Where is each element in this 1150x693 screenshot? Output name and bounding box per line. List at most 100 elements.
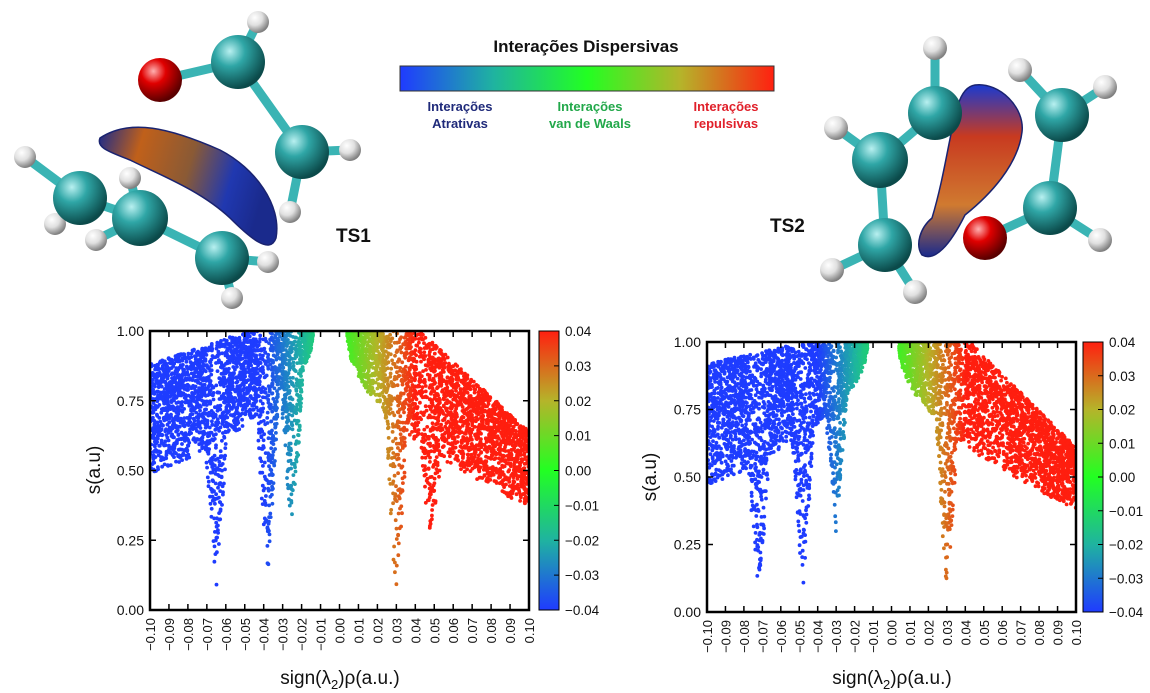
data-point (431, 444, 436, 448)
data-point (393, 518, 398, 523)
data-point (507, 413, 512, 418)
data-point (205, 347, 210, 352)
data-point (155, 420, 160, 425)
data-point (258, 399, 263, 403)
data-point (393, 570, 397, 575)
data-point (365, 373, 369, 377)
data-point (387, 393, 392, 398)
data-point (400, 489, 405, 493)
data-point (186, 452, 191, 457)
data-point (220, 484, 225, 489)
data-point (386, 382, 390, 387)
data-point (275, 382, 280, 387)
data-point (429, 475, 434, 479)
data-point (261, 419, 266, 423)
data-point (394, 441, 399, 446)
data-point (168, 414, 173, 419)
data-point (226, 393, 231, 397)
data-point (398, 506, 402, 511)
data-point (509, 495, 513, 499)
data-point (291, 473, 296, 477)
data-point (165, 397, 170, 402)
hydrogen-atom (44, 213, 66, 235)
data-point (161, 376, 166, 380)
data-point (241, 396, 245, 400)
data-point (283, 430, 288, 435)
data-point (209, 409, 214, 413)
data-point (390, 456, 394, 460)
data-point (214, 346, 219, 351)
data-point (151, 387, 156, 392)
data-point (514, 492, 519, 497)
data-point (402, 458, 407, 463)
data-point (453, 397, 458, 401)
data-point (289, 492, 294, 497)
data-point (296, 433, 300, 437)
data-point (419, 379, 424, 384)
data-point (152, 449, 156, 454)
data-point (437, 474, 441, 479)
data-point (512, 462, 516, 467)
data-point (202, 391, 207, 395)
data-point (385, 399, 390, 404)
data-point (151, 426, 156, 430)
data-point (291, 363, 296, 368)
data-point (188, 400, 193, 405)
data-point (208, 379, 213, 383)
data-point (403, 364, 408, 369)
data-point (169, 357, 174, 362)
data-point (396, 533, 400, 538)
data-point (451, 450, 456, 454)
data-point (274, 408, 278, 413)
data-point (424, 368, 428, 372)
data-point (151, 455, 156, 459)
data-point (172, 455, 176, 459)
data-point (273, 367, 277, 372)
data-point (450, 392, 454, 397)
data-point (373, 367, 378, 372)
data-point (252, 367, 256, 371)
data-point (402, 400, 407, 404)
data-point (392, 544, 396, 549)
data-point (305, 356, 309, 361)
oxygen-atom (138, 58, 182, 102)
data-point (177, 460, 182, 464)
data-point (168, 366, 173, 371)
data-point (289, 483, 294, 488)
data-point (504, 433, 509, 438)
data-point (159, 384, 164, 389)
data-point (289, 346, 294, 350)
carbon-atom (195, 231, 249, 285)
data-point (260, 483, 265, 488)
data-point (276, 377, 280, 382)
data-point (180, 453, 184, 458)
data-point (175, 405, 180, 409)
data-point (438, 428, 443, 433)
data-point (266, 562, 271, 567)
data-point (178, 353, 183, 358)
data-point (198, 359, 203, 363)
data-point (388, 371, 393, 376)
data-point (253, 361, 257, 365)
data-point (222, 456, 227, 461)
data-point (156, 436, 160, 441)
data-point (393, 353, 397, 358)
data-point (262, 432, 266, 437)
data-point (450, 430, 455, 435)
data-point (389, 508, 394, 512)
data-point (223, 442, 228, 446)
data-point (451, 385, 456, 390)
data-point (460, 423, 465, 428)
data-point (418, 400, 422, 405)
data-point (404, 346, 409, 351)
data-point (203, 369, 208, 374)
data-point (291, 375, 295, 380)
data-point (481, 397, 486, 402)
data-point (467, 437, 472, 442)
data-point (189, 431, 194, 435)
data-point (155, 371, 160, 376)
data-point (188, 376, 193, 381)
data-point (261, 444, 266, 448)
data-point (480, 393, 484, 397)
data-point (206, 484, 211, 489)
